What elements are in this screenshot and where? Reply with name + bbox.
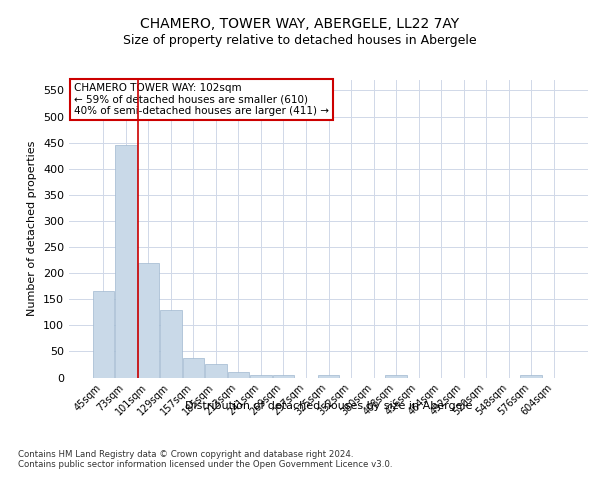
Text: CHAMERO, TOWER WAY, ABERGELE, LL22 7AY: CHAMERO, TOWER WAY, ABERGELE, LL22 7AY xyxy=(140,18,460,32)
Bar xyxy=(160,310,182,378)
Text: CHAMERO TOWER WAY: 102sqm
← 59% of detached houses are smaller (610)
40% of semi: CHAMERO TOWER WAY: 102sqm ← 59% of detac… xyxy=(74,83,329,116)
Bar xyxy=(205,364,227,378)
Bar xyxy=(228,372,249,378)
Bar xyxy=(182,358,204,378)
Text: Size of property relative to detached houses in Abergele: Size of property relative to detached ho… xyxy=(123,34,477,47)
Bar xyxy=(115,145,137,378)
Y-axis label: Number of detached properties: Number of detached properties xyxy=(28,141,37,316)
Text: Contains HM Land Registry data © Crown copyright and database right 2024.
Contai: Contains HM Land Registry data © Crown c… xyxy=(18,450,392,469)
Bar xyxy=(385,375,407,378)
Bar xyxy=(273,375,294,378)
Bar xyxy=(250,375,272,378)
Bar xyxy=(318,375,339,378)
Bar xyxy=(520,375,542,378)
Bar xyxy=(92,292,114,378)
Bar xyxy=(137,262,159,378)
Text: Distribution of detached houses by size in Abergele: Distribution of detached houses by size … xyxy=(185,401,473,411)
